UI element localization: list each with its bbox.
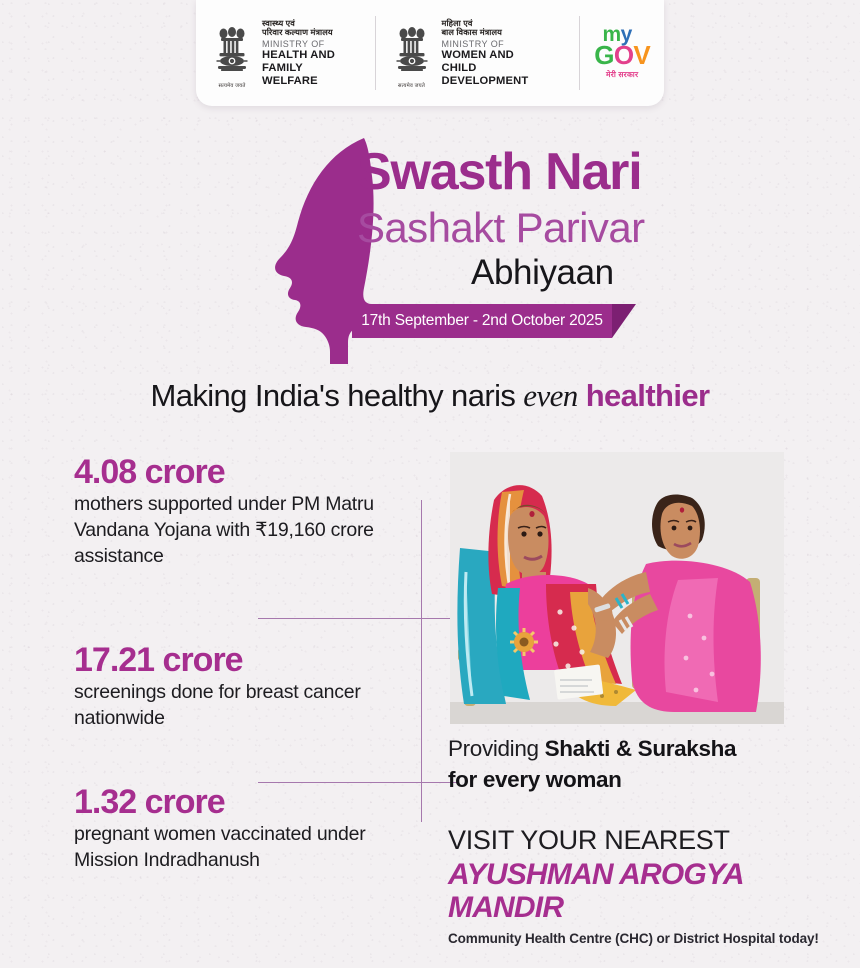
stat-value: 1.32 crore bbox=[74, 783, 226, 821]
campaign-title-lockup: Swasth Nari Sashakt Parivar Abhiyaan 17t… bbox=[0, 128, 860, 368]
title-line-2: Sashakt Parivar bbox=[357, 204, 645, 251]
providing-line2: for every woman bbox=[448, 766, 622, 792]
ministry-women-child-development: सत्यमेव जयते महिला एवं बाल विकास मंत्राल… bbox=[376, 16, 580, 90]
mygov-letter-g: G bbox=[594, 39, 614, 70]
tagline-part-1: Making India's healthy naris bbox=[150, 378, 516, 413]
stat-description: mothers supported under PM Matru Vandana… bbox=[74, 493, 374, 567]
ministry-hindi-line1: स्वास्थ्य एवं bbox=[262, 18, 295, 28]
stat-item: 4.08 crore mothers supported under PM Ma… bbox=[74, 452, 414, 570]
ashoka-lion-capital-emblem: सत्यमेव जयते bbox=[389, 17, 435, 89]
title-line-3: Abhiyaan bbox=[471, 253, 614, 292]
stat-item: 1.32 crore pregnant women vaccinated und… bbox=[74, 782, 414, 874]
tagline-emphasis: even bbox=[523, 378, 578, 413]
ministry-health-family-welfare: सत्यमेव जयते स्वास्थ्य एवं परिवार कल्याण… bbox=[196, 16, 375, 90]
stat-description: screenings done for breast cancer nation… bbox=[74, 681, 361, 730]
cta-line-3: Community Health Centre (CHC) or Distric… bbox=[448, 930, 819, 946]
providing-bold: Shakti & Suraksha bbox=[544, 736, 737, 761]
campaign-tagline: Making India's healthy naris even health… bbox=[0, 378, 860, 414]
ministry-name-line2: CHILD DEVELOPMENT bbox=[441, 61, 529, 87]
horizontal-divider bbox=[258, 618, 458, 620]
ministry-name-line1: WOMEN AND bbox=[441, 49, 514, 62]
ribbon-fold bbox=[612, 304, 636, 338]
vaccination-photo bbox=[450, 452, 784, 724]
cta-line-2: AYUSHMAN AROGYA MANDIR bbox=[448, 857, 743, 925]
ministry-hindi-line1: महिला एवं bbox=[441, 18, 473, 28]
stat-value: 4.08 crore bbox=[74, 453, 226, 491]
ministry-of-label: MINISTRY OF bbox=[441, 38, 505, 49]
ashoka-lion-capital-emblem: सत्यमेव जयते bbox=[209, 17, 255, 89]
campaign-dates: 17th September - 2nd October 2025 bbox=[361, 312, 603, 329]
stat-description: pregnant women vaccinated under Mission … bbox=[74, 823, 366, 872]
mygov-letter-v: V bbox=[633, 39, 650, 70]
ministry-name-line1: HEALTH AND bbox=[262, 49, 335, 62]
government-header-card: सत्यमेव जयते स्वास्थ्य एवं परिवार कल्याण… bbox=[196, 0, 664, 106]
stat-value: 17.21 crore bbox=[74, 641, 244, 679]
ministry-hindi-line2: बाल विकास मंत्रालय bbox=[441, 28, 502, 38]
call-to-action: VISIT YOUR NEAREST AYUSHMAN AROGYA MANDI… bbox=[448, 825, 848, 946]
providing-prefix: Providing bbox=[448, 736, 545, 761]
providing-statement: Providing Shakti & Suraksha for every wo… bbox=[448, 734, 838, 795]
vertical-divider bbox=[421, 500, 423, 822]
tagline-part-2: healthier bbox=[585, 378, 710, 413]
stat-item: 17.21 crore screenings done for breast c… bbox=[74, 640, 414, 732]
ministry-hindi-line2: परिवार कल्याण मंत्रालय bbox=[262, 28, 333, 38]
cta-line-1: VISIT YOUR NEAREST bbox=[448, 825, 730, 855]
header-divider bbox=[579, 16, 581, 90]
mygov-letter-o: O bbox=[613, 39, 634, 70]
mygov-tagline: मेरी सरकार bbox=[606, 70, 639, 80]
ministry-of-label: MINISTRY OF bbox=[262, 38, 325, 49]
emblem-motto: सत्यमेव जयते bbox=[218, 83, 246, 89]
horizontal-divider bbox=[258, 782, 458, 784]
emblem-motto: सत्यमेव जयते bbox=[397, 83, 426, 89]
mygov-letter-m: m bbox=[602, 22, 622, 46]
mygov-letter-y: y bbox=[620, 22, 633, 46]
mygov-logo: my GOV मेरी सरकार bbox=[580, 22, 664, 80]
ministry-name-line2: FAMILY WELFARE bbox=[262, 61, 318, 87]
header-divider bbox=[374, 16, 376, 90]
title-line-1: Swasth Nari bbox=[357, 143, 643, 201]
